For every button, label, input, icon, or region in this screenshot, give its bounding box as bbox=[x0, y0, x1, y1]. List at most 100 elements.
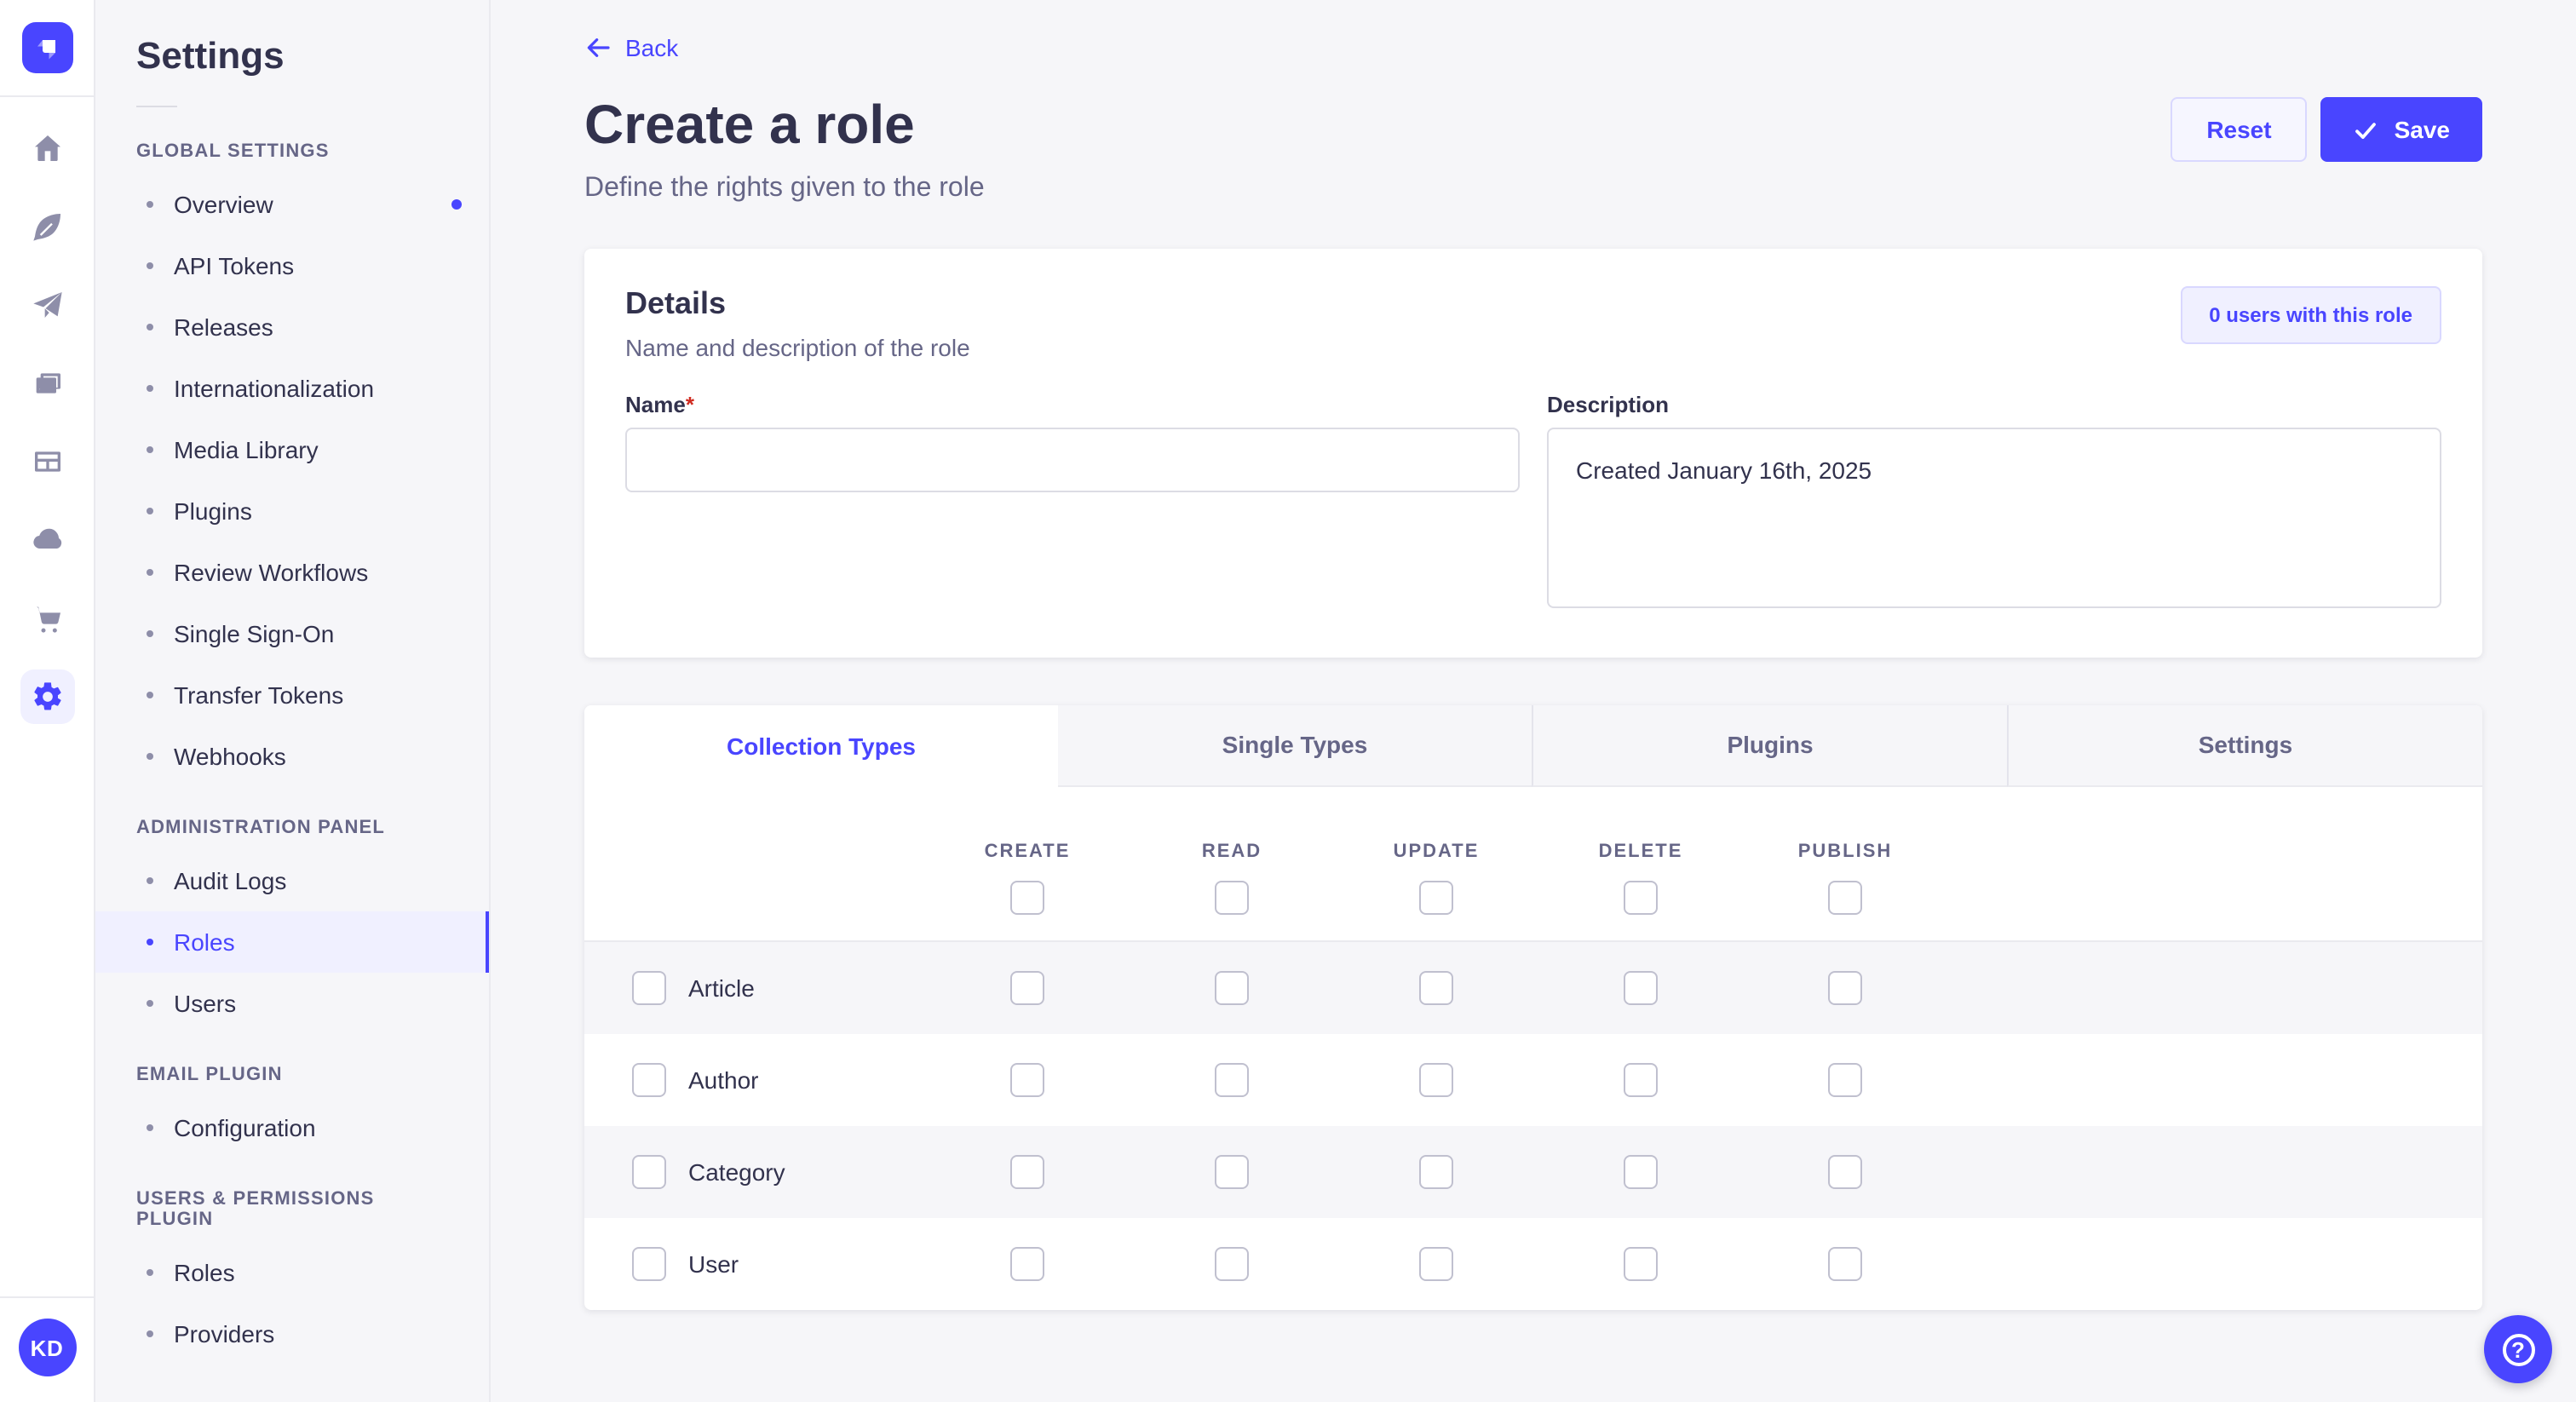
select-all-delete-checkbox[interactable] bbox=[1624, 880, 1658, 915]
article-update-checkbox[interactable] bbox=[1419, 970, 1453, 1005]
feather-icon[interactable] bbox=[20, 199, 74, 254]
sidebar-item-transfer-tokens[interactable]: Transfer Tokens bbox=[95, 664, 489, 726]
sidebar-item-overview[interactable]: Overview bbox=[95, 174, 489, 235]
rail-divider bbox=[0, 95, 95, 97]
category-update-checkbox[interactable] bbox=[1419, 1154, 1453, 1189]
bullet-dot bbox=[147, 569, 153, 576]
bullet-dot bbox=[147, 1269, 153, 1276]
author-publish-checkbox[interactable] bbox=[1828, 1062, 1862, 1097]
settings-icon[interactable] bbox=[20, 669, 74, 724]
user-publish-checkbox[interactable] bbox=[1828, 1246, 1862, 1281]
reset-button[interactable]: Reset bbox=[2171, 97, 2308, 162]
description-textarea[interactable]: Created January 16th, 2025 bbox=[1547, 427, 2441, 608]
sidebar-item-review-workflows[interactable]: Review Workflows bbox=[95, 542, 489, 603]
user-read-checkbox[interactable] bbox=[1215, 1246, 1249, 1281]
tab-bar: Collection Types Single Types Plugins Se… bbox=[584, 704, 2482, 787]
save-button[interactable]: Save bbox=[2320, 97, 2482, 162]
bullet-dot bbox=[147, 753, 153, 760]
author-create-checkbox[interactable] bbox=[1010, 1062, 1044, 1097]
details-card: Details Name and description of the role… bbox=[584, 248, 2482, 658]
name-input[interactable] bbox=[625, 427, 1520, 492]
article-delete-checkbox[interactable] bbox=[1624, 970, 1658, 1005]
column-header-create: CREATE bbox=[984, 841, 1071, 862]
select-all-create-checkbox[interactable] bbox=[1010, 880, 1044, 915]
author-update-checkbox[interactable] bbox=[1419, 1062, 1453, 1097]
row-select-checkbox[interactable] bbox=[632, 1062, 666, 1097]
sidebar-item-audit-logs[interactable]: Audit Logs bbox=[95, 850, 489, 911]
sidebar-item-configuration[interactable]: Configuration bbox=[95, 1097, 489, 1158]
permissions-rows: Article Author bbox=[584, 939, 2482, 1310]
tab-collection-types[interactable]: Collection Types bbox=[584, 704, 1058, 787]
row-select-checkbox[interactable] bbox=[632, 1154, 666, 1189]
strapi-logo[interactable] bbox=[21, 22, 72, 73]
sidebar-item-roles-admin[interactable]: Roles bbox=[95, 911, 489, 973]
bullet-dot bbox=[147, 262, 153, 269]
tab-settings[interactable]: Settings bbox=[2007, 704, 2482, 787]
article-create-checkbox[interactable] bbox=[1010, 970, 1044, 1005]
sidebar-title-divider bbox=[136, 106, 177, 107]
select-all-read-checkbox[interactable] bbox=[1215, 880, 1249, 915]
sidebar-item-media-library[interactable]: Media Library bbox=[95, 419, 489, 480]
back-arrow-icon bbox=[587, 38, 610, 57]
category-delete-checkbox[interactable] bbox=[1624, 1154, 1658, 1189]
section-global-settings: GLOBAL SETTINGS bbox=[136, 141, 330, 162]
title-row: Create a role Define the rights given to… bbox=[584, 94, 2482, 204]
column-header-publish: PUBLISH bbox=[1797, 841, 1893, 862]
bullet-dot bbox=[147, 692, 153, 698]
sidebar-item-roles-up[interactable]: Roles bbox=[95, 1242, 489, 1303]
check-icon bbox=[2355, 122, 2377, 138]
sidebar-item-plugins[interactable]: Plugins bbox=[95, 480, 489, 542]
sidebar-item-api-tokens[interactable]: API Tokens bbox=[95, 235, 489, 296]
media-library-icon[interactable] bbox=[20, 356, 74, 411]
rail-bottom: KD bbox=[0, 1296, 95, 1402]
section-administration-panel: ADMINISTRATION PANEL bbox=[136, 818, 386, 838]
sidebar-item-releases[interactable]: Releases bbox=[95, 296, 489, 358]
category-create-checkbox[interactable] bbox=[1010, 1154, 1044, 1189]
help-button[interactable]: ? bbox=[2484, 1315, 2552, 1383]
description-field-group: Description Created January 16th, 2025 bbox=[1547, 392, 2441, 617]
table-row-article: Article bbox=[584, 941, 2482, 1034]
sidebar-item-internationalization[interactable]: Internationalization bbox=[95, 358, 489, 419]
layout-icon[interactable] bbox=[20, 434, 74, 489]
row-select-checkbox[interactable] bbox=[632, 1246, 666, 1281]
paper-plane-icon[interactable] bbox=[20, 278, 74, 332]
category-read-checkbox[interactable] bbox=[1215, 1154, 1249, 1189]
section-email-plugin: EMAIL PLUGIN bbox=[136, 1065, 283, 1085]
user-delete-checkbox[interactable] bbox=[1624, 1246, 1658, 1281]
sidebar-item-users[interactable]: Users bbox=[95, 973, 489, 1034]
settings-sidebar: Settings GLOBAL SETTINGS Overview API To… bbox=[95, 0, 491, 1402]
details-subtitle: Name and description of the role bbox=[625, 333, 970, 361]
home-icon[interactable] bbox=[20, 121, 74, 175]
user-create-checkbox[interactable] bbox=[1010, 1246, 1044, 1281]
icon-rail: KD bbox=[0, 0, 95, 1402]
users-with-role-chip[interactable]: 0 users with this role bbox=[2180, 285, 2441, 344]
article-publish-checkbox[interactable] bbox=[1828, 970, 1862, 1005]
tab-single-types[interactable]: Single Types bbox=[1058, 704, 1532, 787]
sidebar-title: Settings bbox=[136, 34, 285, 77]
bullet-dot bbox=[147, 385, 153, 392]
article-read-checkbox[interactable] bbox=[1215, 970, 1249, 1005]
author-delete-checkbox[interactable] bbox=[1624, 1062, 1658, 1097]
table-row-category: Category bbox=[584, 1125, 2482, 1218]
name-field-group: Name* bbox=[625, 392, 1520, 617]
question-mark-icon: ? bbox=[2502, 1333, 2534, 1365]
cloud-icon[interactable] bbox=[20, 513, 74, 567]
select-all-publish-checkbox[interactable] bbox=[1828, 880, 1862, 915]
user-update-checkbox[interactable] bbox=[1419, 1246, 1453, 1281]
category-publish-checkbox[interactable] bbox=[1828, 1154, 1862, 1189]
select-all-update-checkbox[interactable] bbox=[1419, 880, 1453, 915]
row-select-checkbox[interactable] bbox=[632, 970, 666, 1005]
notification-dot bbox=[451, 199, 462, 210]
back-link[interactable]: Back bbox=[584, 34, 678, 61]
details-title: Details bbox=[625, 285, 727, 320]
section-users-permissions-plugin: USERS & PERMISSIONS PLUGIN bbox=[136, 1189, 375, 1230]
author-read-checkbox[interactable] bbox=[1215, 1062, 1249, 1097]
tab-plugins[interactable]: Plugins bbox=[1532, 704, 2007, 787]
user-avatar[interactable]: KD bbox=[18, 1319, 76, 1376]
row-label: User bbox=[688, 1250, 739, 1278]
sidebar-item-providers[interactable]: Providers bbox=[95, 1303, 489, 1365]
sidebar-item-single-sign-on[interactable]: Single Sign-On bbox=[95, 603, 489, 664]
sidebar-item-webhooks[interactable]: Webhooks bbox=[95, 726, 489, 787]
main-content: Back Create a role Define the rights giv… bbox=[491, 0, 2576, 1402]
cart-icon[interactable] bbox=[20, 591, 74, 646]
